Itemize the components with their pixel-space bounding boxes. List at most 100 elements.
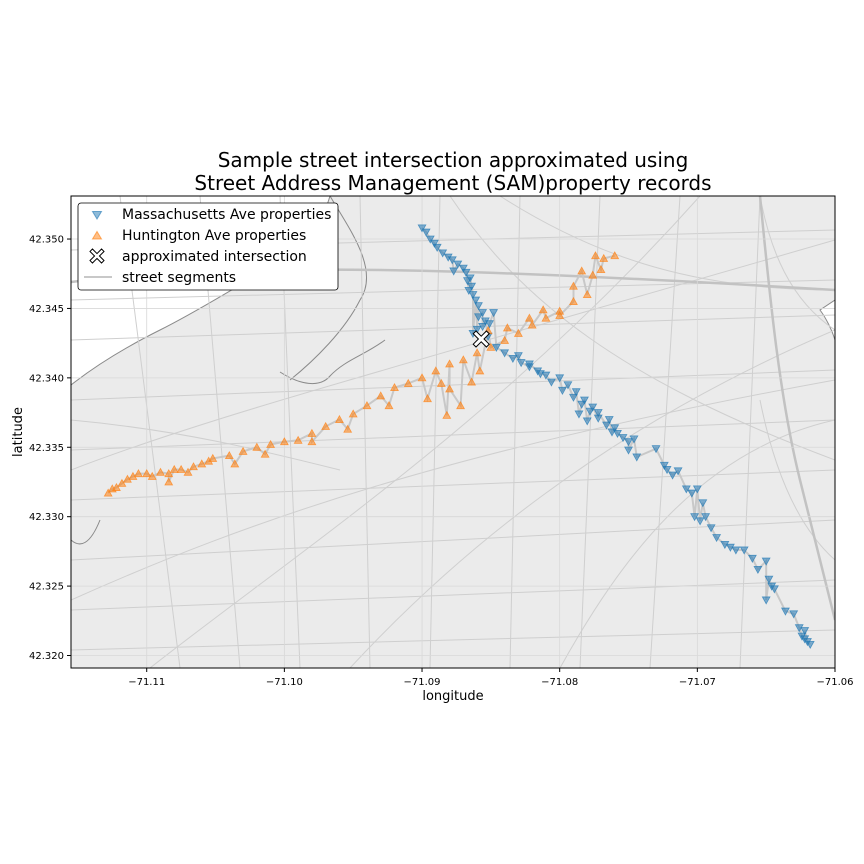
massachusetts-ave-point [695,517,705,526]
huntington-ave-point [155,467,165,476]
massachusetts-ave-point [535,370,545,379]
huntington-ave-point [164,469,174,478]
huntington-ave-point [260,449,270,458]
legend-label-huntington: Huntington Ave properties [122,228,306,244]
massachusetts-ave-point [468,291,478,300]
huntington-ave-point [176,464,186,473]
x-tick-label: −71.08 [541,677,578,688]
massachusetts-ave-point [701,513,711,522]
massachusetts-ave-point [421,228,431,237]
y-axis-ticks: 42.320 42.325 42.330 42.335 42.340 42.345 42.3… [29,235,71,662]
huntington-ave-point [307,428,317,437]
massachusetts-ave-point [607,428,617,437]
huntington-ave-points [103,251,620,497]
massachusetts-ave-point [610,424,620,433]
massachusetts-ave-point [618,434,628,443]
huntington-ave-point [164,477,174,486]
huntington-ave-point [111,482,121,491]
massachusetts-ave-point [453,260,463,269]
huntington-ave-point [343,424,353,433]
huntington-ave-point [334,414,344,423]
massachusetts-ave-point [659,461,669,470]
huntington-ave-point [541,313,551,322]
massachusetts-ave-point [687,489,697,498]
massachusetts-ave-point [574,410,584,419]
huntington-ave-point [442,410,452,419]
legend-marker-huntington-icon [91,230,103,240]
huntington-ave-point [500,335,510,344]
massachusetts-ave-point [712,534,722,543]
x-tick-label: −71.10 [266,677,303,688]
massachusetts-ave-point [613,429,622,439]
huntington-ave-point [599,253,609,262]
huntington-ave-point [423,394,433,403]
huntington-ave-point [230,459,240,468]
massachusetts-ave-point [604,416,614,425]
huntington-ave-point [513,328,523,337]
huntington-ave-point [238,446,248,455]
street-grid [71,196,835,668]
x-axis-ticks: −71.11 −71.10 −71.09 −71.08 −71.07 −71.06 [128,668,854,688]
huntington-ave-point [390,382,399,392]
x-tick-label: −71.09 [404,677,441,688]
huntington-ave-point [456,401,466,410]
y-tick-label: 42.330 [29,512,64,523]
massachusetts-ave-point [731,546,741,555]
massachusetts-ave-point [472,325,482,334]
massachusetts-ave-point [629,435,639,444]
massachusetts-ave-point [568,393,578,402]
huntington-ave-point [445,359,455,368]
massachusetts-ave-point [524,360,534,369]
massachusetts-ave-point [588,403,598,412]
huntington-ave-point [610,251,620,260]
y-tick-label: 42.350 [29,235,64,246]
plot-frame [70,195,836,669]
huntington-ave-point [502,323,512,332]
massachusetts-ave-point [464,286,474,296]
huntington-ave-point [524,313,534,322]
huntington-ave-point [133,469,143,478]
huntington-ave-point [596,264,606,274]
huntington-ave-point [197,459,207,468]
huntington-ave-point [403,378,413,387]
massachusetts-ave-point [432,243,442,252]
massachusetts-ave-point [577,400,587,409]
huntington-ave-point [279,437,289,446]
massachusetts-ave-point [668,471,678,480]
chart-title-line-1: Sample street intersection approximated … [218,148,689,172]
huntington-ave-point [189,462,198,471]
huntington-ave-point [384,401,394,410]
huntington-ave-point [376,391,386,400]
massachusetts-ave-point [500,349,510,358]
massachusetts-ave-point [662,466,672,475]
x-tick-label: −71.06 [816,677,853,688]
west-shore [71,519,101,545]
massachusetts-ave-point [467,282,477,291]
huntington-ave-point [169,464,179,473]
legend-label-intersection: approximated intersection [122,249,307,265]
massachusetts-ave-point [739,546,749,555]
massachusetts-ave-point [484,320,494,329]
massachusetts-ave-point [780,607,790,616]
massachusetts-ave-points [417,224,815,650]
massachusetts-ave-point [563,381,573,390]
huntington-ave-point [555,310,565,319]
massachusetts-ave-point [473,302,483,311]
massachusetts-ave-point [753,565,763,575]
massachusetts-ave-point [624,438,633,447]
legend-marker-intersection-icon [89,248,105,264]
harbor-edge [819,299,835,341]
massachusetts-ave-point [582,417,592,426]
huntington-ave-point [252,442,262,451]
massachusetts-ave-point [585,407,595,416]
massachusetts-ave-point [516,359,526,368]
massachusetts-ave-point [805,640,815,650]
massachusetts-ave-point [800,627,810,636]
massachusetts-ave-point [579,396,589,405]
huntington-ave-point [266,439,276,448]
massachusetts-ave-point [789,610,799,619]
massachusetts-ave-point [471,296,481,305]
plot-area [70,195,836,669]
massachusetts-ave-point [673,467,683,476]
huntington-ave-point [472,348,482,357]
